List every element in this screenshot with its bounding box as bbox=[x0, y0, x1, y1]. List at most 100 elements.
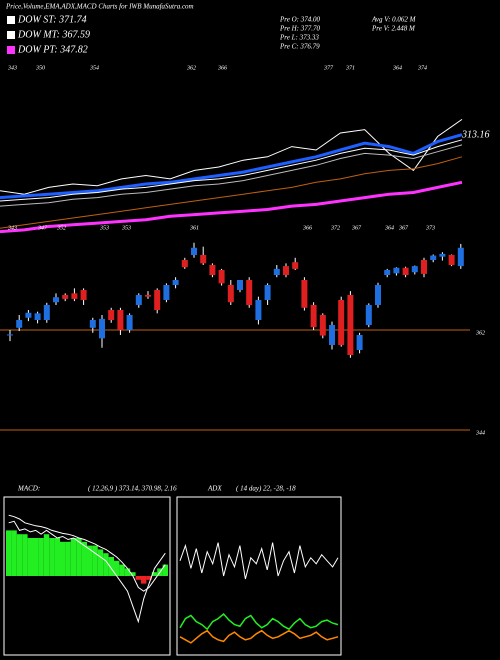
candle-body bbox=[301, 280, 308, 308]
annotation: 353 bbox=[121, 225, 131, 231]
page-title: Price,Volume,EMA,ADX,MACD Charts for IWB… bbox=[5, 3, 194, 11]
macd-bar bbox=[76, 538, 82, 576]
annotation: 366 bbox=[217, 65, 227, 71]
annotation: 373 bbox=[425, 225, 435, 231]
adx-label: ADX bbox=[207, 485, 222, 493]
macd-bar bbox=[60, 541, 66, 576]
candle-body bbox=[402, 267, 409, 275]
macd-bar bbox=[49, 538, 55, 576]
candle-body bbox=[89, 320, 96, 328]
adx-line bbox=[179, 542, 339, 580]
y-tick-label: 362 bbox=[475, 330, 485, 336]
macd-bar bbox=[103, 553, 109, 576]
candle-body bbox=[365, 305, 372, 325]
annotation: 362 bbox=[186, 65, 196, 71]
macd-bar bbox=[65, 541, 71, 576]
candle-body bbox=[43, 305, 50, 320]
macd-bar bbox=[114, 560, 120, 576]
macd-bar bbox=[130, 572, 136, 576]
candle-body bbox=[16, 320, 23, 328]
y-tick-label: 344 bbox=[475, 429, 485, 436]
candle-body bbox=[71, 293, 78, 299]
macd-bar bbox=[135, 576, 141, 580]
annotation: 371 bbox=[345, 65, 355, 71]
macd-bar bbox=[124, 568, 131, 576]
legend-swatch bbox=[7, 46, 15, 54]
stat: Avg V: 0.062 M bbox=[371, 16, 417, 24]
macd-bar bbox=[43, 534, 50, 576]
candle-body bbox=[227, 285, 234, 303]
candle-body bbox=[181, 260, 188, 268]
macd-bar bbox=[70, 538, 77, 576]
candle-body bbox=[421, 260, 427, 274]
adx-params: ( 14 day) 22, -28, -18 bbox=[236, 485, 296, 493]
macd-bar bbox=[11, 530, 17, 576]
macd-bar bbox=[6, 530, 12, 576]
candle-body bbox=[411, 266, 418, 273]
candle-body bbox=[99, 318, 105, 339]
macd-bar bbox=[54, 538, 60, 576]
value-label: 313.16 bbox=[461, 129, 490, 140]
candle-body bbox=[191, 247, 197, 255]
macd-panel bbox=[3, 496, 171, 656]
annotation: 352 bbox=[56, 225, 66, 231]
macd-bar bbox=[87, 545, 93, 576]
macd-bar bbox=[27, 538, 33, 576]
macd-bar bbox=[141, 576, 147, 584]
annotation: 353 bbox=[99, 225, 109, 231]
annotation: 364 bbox=[384, 224, 394, 231]
candle-body bbox=[108, 310, 115, 320]
ema-line bbox=[0, 180, 463, 234]
candle-body bbox=[375, 285, 381, 305]
candle-body bbox=[246, 280, 253, 305]
candle-body bbox=[34, 313, 41, 320]
adx-panel bbox=[176, 496, 342, 656]
annotation: 374 bbox=[417, 64, 427, 71]
candle-body bbox=[200, 255, 207, 264]
annotation: 347 bbox=[37, 224, 48, 231]
macd-bar bbox=[162, 564, 168, 576]
candle-body bbox=[135, 295, 142, 305]
candle-body bbox=[457, 247, 464, 267]
legend-swatch bbox=[7, 31, 15, 39]
macd-bar bbox=[81, 541, 87, 576]
ema-line bbox=[0, 156, 463, 229]
ema-line bbox=[0, 139, 463, 202]
macd-bar bbox=[97, 549, 104, 576]
candle-body bbox=[126, 315, 133, 330]
annotation: 372 bbox=[330, 225, 340, 231]
adx-line bbox=[179, 629, 339, 644]
macd-bar bbox=[33, 538, 39, 576]
candle-body bbox=[439, 253, 446, 257]
ema-line bbox=[0, 144, 463, 207]
candle-body bbox=[393, 267, 400, 274]
candle-body bbox=[80, 290, 87, 300]
candle-body bbox=[154, 290, 161, 310]
candle-body bbox=[145, 295, 151, 297]
annotation: 366 bbox=[302, 225, 312, 231]
macd-label: MACD: bbox=[17, 485, 40, 493]
stat: Pre H: 377.70 bbox=[279, 25, 320, 33]
candle-body bbox=[218, 270, 225, 284]
macd-bar bbox=[119, 564, 125, 576]
candle-body bbox=[283, 266, 289, 275]
annotation: 367 bbox=[351, 225, 362, 231]
ema-line bbox=[0, 133, 463, 200]
macd-line bbox=[8, 520, 166, 624]
candle-body bbox=[338, 300, 345, 345]
legend-text: DOW ST: 371.74 bbox=[17, 14, 87, 25]
stat: Pre C: 376.79 bbox=[279, 43, 320, 51]
annotation: 354 bbox=[89, 64, 99, 71]
candle-body bbox=[273, 268, 280, 275]
candle-body bbox=[62, 295, 69, 299]
macd-line bbox=[8, 514, 166, 592]
candle-body bbox=[255, 300, 262, 320]
candle-body bbox=[329, 325, 335, 345]
candle-body bbox=[163, 285, 170, 300]
macd-params: ( 12,26,9 ) 373.14, 370.98, 2.16 bbox=[88, 485, 177, 493]
adx-line bbox=[179, 612, 339, 631]
macd-bar bbox=[16, 534, 23, 576]
stat: Pre V: 2.448 M bbox=[371, 25, 416, 33]
candle-body bbox=[264, 285, 271, 300]
